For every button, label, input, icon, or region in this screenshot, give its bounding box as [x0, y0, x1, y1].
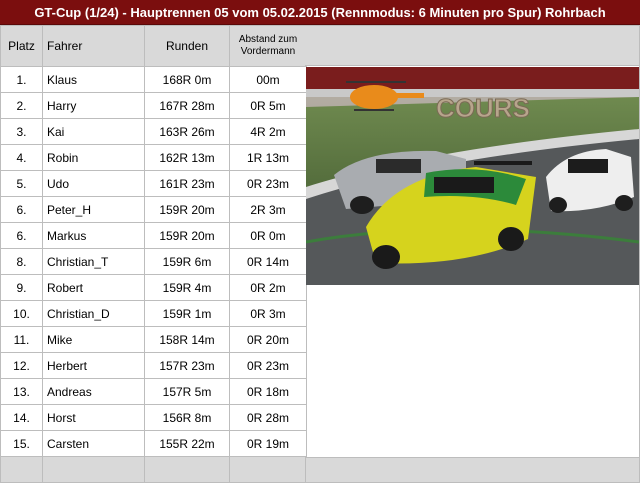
cell-platz: 14. — [0, 404, 43, 431]
cell-runden: 163R 26m — [144, 118, 230, 145]
cell-abstand: 0R 14m — [229, 248, 307, 275]
table-row: 4. Robin 162R 13m 1R 13m — [0, 144, 307, 171]
results-table: Platz Fahrer Runden Abstand zum Vorderma… — [0, 25, 307, 483]
cell-abstand: 0R 18m — [229, 378, 307, 405]
cell-platz: 11. — [0, 326, 43, 353]
cell-abstand: 2R 3m — [229, 196, 307, 223]
cell-platz: 2. — [0, 92, 43, 119]
page-title: GT-Cup (1/24) - Hauptrennen 05 vom 05.02… — [0, 0, 640, 25]
cell-fahrer: Kai — [42, 118, 145, 145]
cell-platz: 12. — [0, 352, 43, 379]
cell-runden: 158R 14m — [144, 326, 230, 353]
column-header-abstand: Abstand zum Vordermann — [229, 25, 307, 67]
cell-platz: 6. — [0, 196, 43, 223]
cell-fahrer: Harry — [42, 92, 145, 119]
table-row: 8. Christian_T 159R 6m 0R 14m — [0, 248, 307, 275]
cell-abstand: 0R 19m — [229, 430, 307, 457]
table-row: 10. Christian_D 159R 1m 0R 3m — [0, 300, 307, 327]
cell-runden: 159R 20m — [144, 196, 230, 223]
cell-platz: 9. — [0, 274, 43, 301]
cell-fahrer: Robin — [42, 144, 145, 171]
cell-abstand: 0R 23m — [229, 170, 307, 197]
cell-fahrer: Klaus — [42, 66, 145, 93]
table-row: 1. Klaus 168R 0m 00m — [0, 66, 307, 93]
cell-abstand: 0R 2m — [229, 274, 307, 301]
cell-abstand: 4R 2m — [229, 118, 307, 145]
table-row: 2. Harry 167R 28m 0R 5m — [0, 92, 307, 119]
helicopter-shape — [346, 81, 424, 111]
white-car-shape — [546, 149, 634, 213]
cell-runden: 156R 8m — [144, 404, 230, 431]
table-footer — [0, 456, 307, 483]
cell-abstand: 0R 0m — [229, 222, 307, 249]
table-row: 6. Peter_H 159R 20m 2R 3m — [0, 196, 307, 223]
table-row: 13. Andreas 157R 5m 0R 18m — [0, 378, 307, 405]
table-row: 12. Herbert 157R 23m 0R 23m — [0, 352, 307, 379]
table-row: 9. Robert 159R 4m 0R 2m — [0, 274, 307, 301]
cell-fahrer: Herbert — [42, 352, 145, 379]
cell-runden: 157R 23m — [144, 352, 230, 379]
cell-runden: 159R 6m — [144, 248, 230, 275]
cell-fahrer: Markus — [42, 222, 145, 249]
cell-fahrer: Robert — [42, 274, 145, 301]
column-header-platz: Platz — [0, 25, 43, 67]
cell-runden: 155R 22m — [144, 430, 230, 457]
cell-runden: 159R 1m — [144, 300, 230, 327]
cell-abstand: 0R 23m — [229, 352, 307, 379]
column-header-runden: Runden — [144, 25, 230, 67]
table-row: 14. Horst 156R 8m 0R 28m — [0, 404, 307, 431]
table-row: 6. Markus 159R 20m 0R 0m — [0, 222, 307, 249]
footer-filler — [305, 457, 640, 483]
cell-abstand: 1R 13m — [229, 144, 307, 171]
table-row: 5. Udo 161R 23m 0R 23m — [0, 170, 307, 197]
cell-runden: 162R 13m — [144, 144, 230, 171]
cell-fahrer: Andreas — [42, 378, 145, 405]
cell-fahrer: Christian_T — [42, 248, 145, 275]
results-body: 1. Klaus 168R 0m 00m 2. Harry 167R 28m 0R 5m 3. K… — [0, 66, 307, 457]
cell-runden: 161R 23m — [144, 170, 230, 197]
cell-runden: 159R 4m — [144, 274, 230, 301]
cell-abstand: 0R 3m — [229, 300, 307, 327]
cell-abstand: 00m — [229, 66, 307, 93]
cell-platz: 13. — [0, 378, 43, 405]
cell-abstand: 0R 20m — [229, 326, 307, 353]
cell-platz: 5. — [0, 170, 43, 197]
cell-runden: 167R 28m — [144, 92, 230, 119]
table-row: 15. Carsten 155R 22m 0R 19m — [0, 430, 307, 457]
cell-runden: 157R 5m — [144, 378, 230, 405]
header-filler — [305, 25, 640, 66]
race-track-photo: COURS — [306, 67, 639, 285]
cours-sign: COURS — [436, 93, 530, 123]
cell-platz: 4. — [0, 144, 43, 171]
cell-fahrer: Mike — [42, 326, 145, 353]
cell-fahrer: Carsten — [42, 430, 145, 457]
cell-runden: 168R 0m — [144, 66, 230, 93]
cell-platz: 1. — [0, 66, 43, 93]
cell-abstand: 0R 5m — [229, 92, 307, 119]
table-row: 3. Kai 163R 26m 4R 2m — [0, 118, 307, 145]
cell-platz: 6. — [0, 222, 43, 249]
cell-platz: 3. — [0, 118, 43, 145]
cell-fahrer: Christian_D — [42, 300, 145, 327]
cell-fahrer: Peter_H — [42, 196, 145, 223]
column-header-fahrer: Fahrer — [42, 25, 145, 67]
cell-platz: 8. — [0, 248, 43, 275]
table-row: 11. Mike 158R 14m 0R 20m — [0, 326, 307, 353]
cell-fahrer: Horst — [42, 404, 145, 431]
cell-abstand: 0R 28m — [229, 404, 307, 431]
cell-fahrer: Udo — [42, 170, 145, 197]
yellow-car-shape — [366, 161, 536, 269]
cell-platz: 15. — [0, 430, 43, 457]
cell-runden: 159R 20m — [144, 222, 230, 249]
cell-platz: 10. — [0, 300, 43, 327]
